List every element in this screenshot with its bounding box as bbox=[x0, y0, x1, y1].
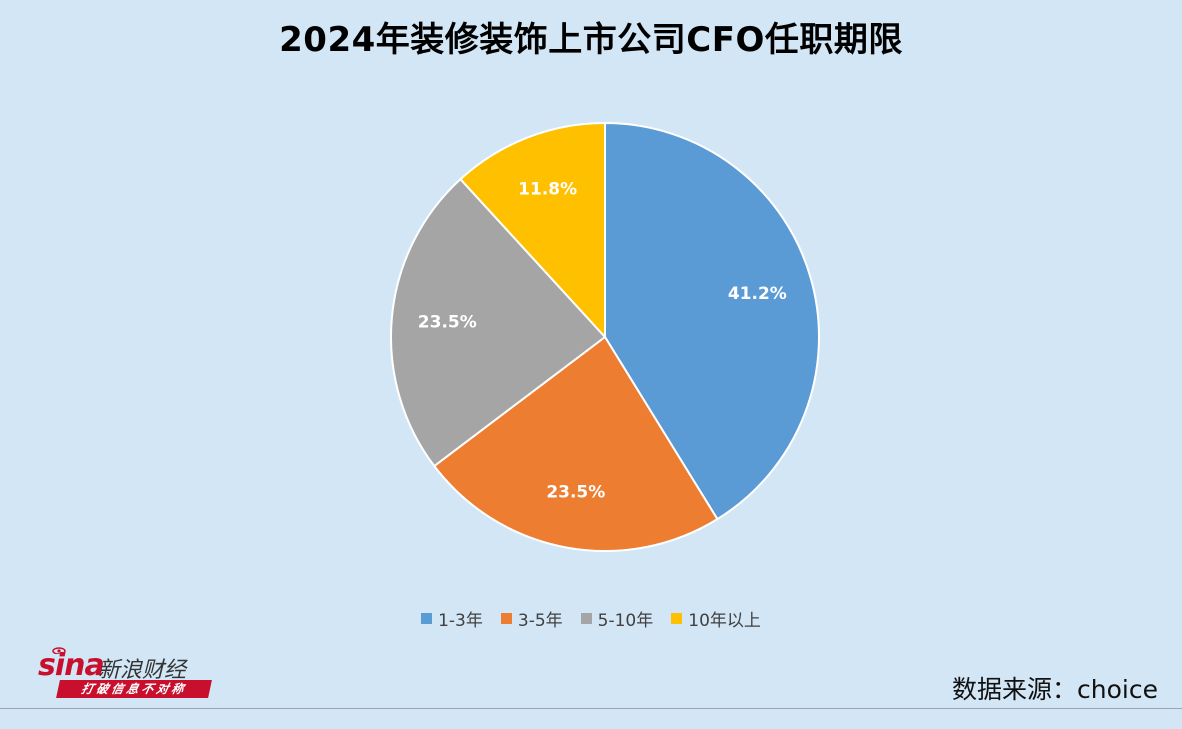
legend: 1-3年 3-5年 5-10年 10年以上 bbox=[0, 606, 1182, 631]
pie-slice-3-5 bbox=[432, 335, 719, 552]
data-label-10-plus: 11.8% bbox=[518, 179, 577, 199]
pie-slice-1-3 bbox=[604, 121, 820, 521]
legend-swatch bbox=[580, 613, 592, 624]
logo-slogan: 打破信息不对称 bbox=[56, 680, 212, 698]
logo-sina-text: sina bbox=[38, 648, 105, 683]
sina-eye-icon bbox=[52, 647, 66, 654]
legend-item-10-plus: 10年以上 bbox=[671, 606, 761, 631]
data-label-1-3: 41.2% bbox=[728, 284, 787, 304]
logo-cn-text: 新浪财经 bbox=[98, 658, 187, 683]
legend-label: 3-5年 bbox=[517, 611, 563, 631]
legend-label: 10年以上 bbox=[688, 611, 761, 631]
bottom-divider bbox=[0, 708, 1182, 709]
chart-title: 2024年装修装饰上市公司CFO任职期限 bbox=[279, 20, 903, 60]
legend-item-1-3: 1-3年 bbox=[421, 606, 483, 631]
data-label-3-5: 23.5% bbox=[546, 483, 605, 503]
legend-swatch bbox=[500, 613, 512, 624]
pie-chart: 41.2% 23.5% 23.5% 11.8% bbox=[390, 121, 820, 552]
sina-finance-logo: sina 新浪财经 打破信息不对称 bbox=[38, 646, 212, 702]
data-label-5-10: 23.5% bbox=[418, 313, 477, 333]
legend-label: 5-10年 bbox=[597, 611, 654, 631]
legend-label: 1-3年 bbox=[438, 611, 483, 631]
pie-slice-10-plus bbox=[459, 121, 606, 340]
legend-item-3-5: 3-5年 bbox=[500, 606, 563, 631]
pie-slice-5-10 bbox=[390, 177, 607, 468]
legend-swatch bbox=[671, 613, 683, 624]
legend-item-5-10: 5-10年 bbox=[580, 606, 654, 631]
legend-swatch bbox=[421, 613, 433, 624]
data-source: 数据来源：choice bbox=[952, 675, 1158, 704]
